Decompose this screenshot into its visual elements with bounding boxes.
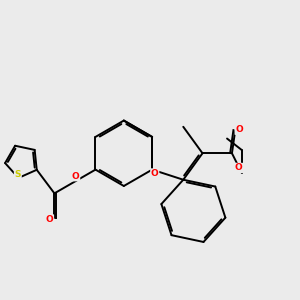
Text: S: S: [15, 170, 21, 179]
Text: O: O: [46, 215, 53, 224]
Text: O: O: [72, 172, 80, 181]
Text: O: O: [235, 125, 243, 134]
Text: O: O: [151, 169, 159, 178]
Text: O: O: [235, 164, 242, 172]
